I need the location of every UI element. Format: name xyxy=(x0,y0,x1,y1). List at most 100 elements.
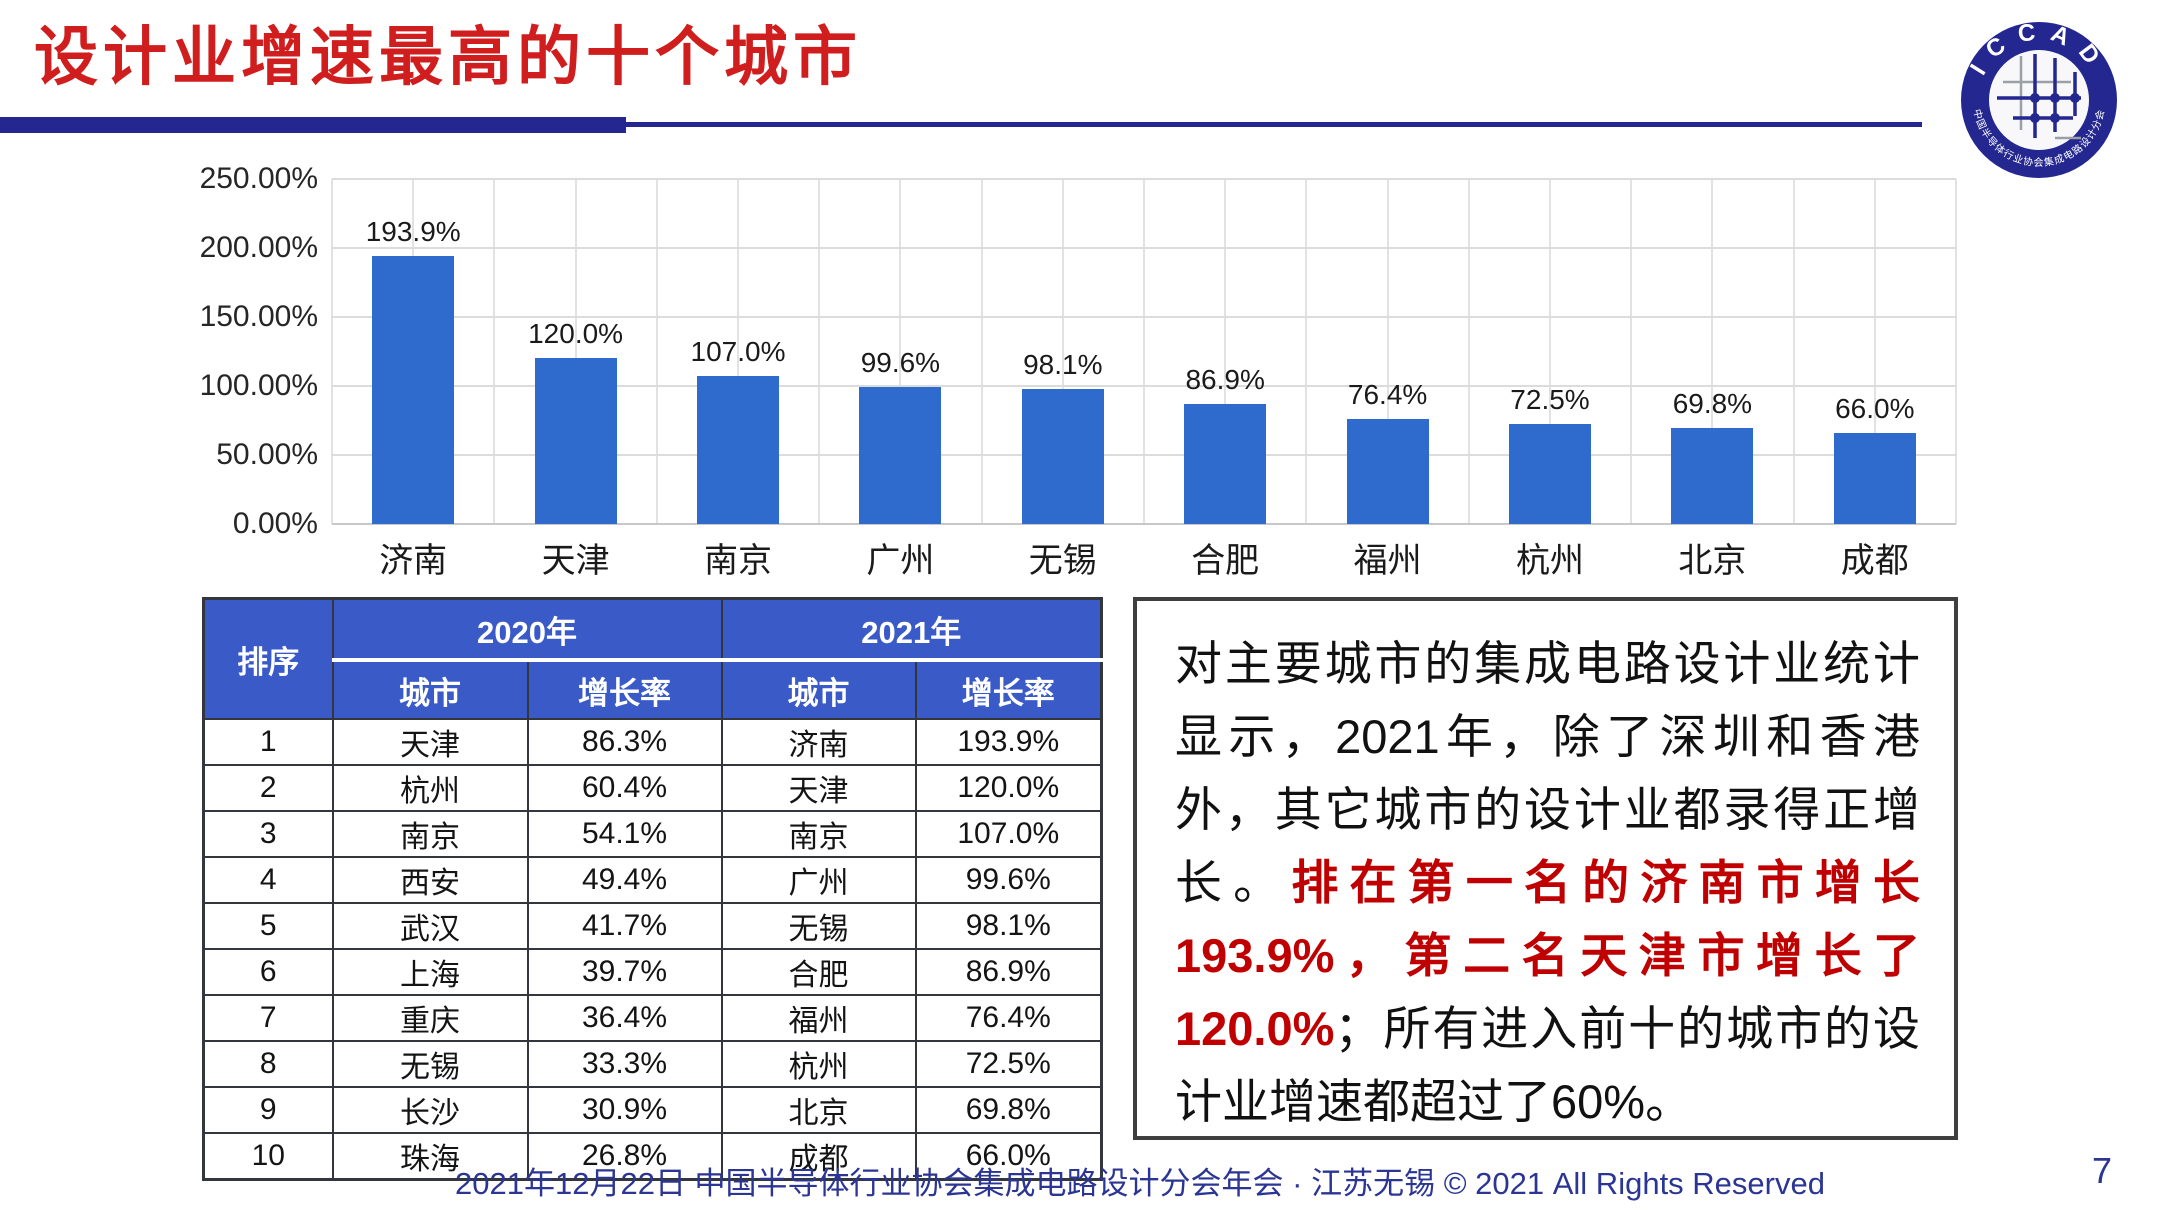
x-axis-category-label: 天津 xyxy=(541,542,610,580)
title-underline-thin xyxy=(626,122,1922,127)
iccad-logo-icon: ICCAD 中国半导体行业协会集成电路设计分会 xyxy=(1961,20,2117,178)
cell-rate-2021: 66.0% xyxy=(914,1132,1103,1181)
bar-合肥 xyxy=(1184,404,1267,524)
cell-city-2021: 福州 xyxy=(720,994,917,1042)
table-row: 4 西安 49.4% 广州 99.6% xyxy=(202,856,1103,904)
x-axis-category-label: 合肥 xyxy=(1191,542,1260,580)
y-axis-tick-label: 250.00% xyxy=(199,162,318,195)
ranking-table: 排序 2020年 2021年 城市 增长率 城市 增长率 1 天津 86.3% 济南 1… xyxy=(202,597,1103,1181)
chart-gridline-vertical xyxy=(1143,179,1145,524)
cell-rate-2020: 36.4% xyxy=(526,994,723,1042)
cell-city-2020: 武汉 xyxy=(331,902,529,950)
cell-city-2020: 天津 xyxy=(331,718,529,766)
summary-segment: ；所有进入前十的城市的设计业增速都超过了60%。 xyxy=(1175,1002,1920,1128)
cell-city-2021: 济南 xyxy=(720,718,917,766)
x-axis-category-label: 杭州 xyxy=(1516,542,1584,580)
header-rank: 排序 xyxy=(202,597,334,720)
bar-福州 xyxy=(1346,418,1429,524)
header-year-2020: 2020年 xyxy=(331,597,723,662)
y-axis-tick-label: 200.00% xyxy=(199,231,318,264)
chart-gridline-vertical xyxy=(1549,179,1551,524)
cell-city-2020: 珠海 xyxy=(331,1132,529,1181)
cell-city-2021: 合肥 xyxy=(720,948,917,996)
chart-gridline-vertical xyxy=(574,179,577,524)
header-city-2020: 城市 xyxy=(331,659,529,720)
cell-city-2020: 无锡 xyxy=(331,1040,529,1088)
chart-gridline-vertical xyxy=(1873,179,1876,524)
cell-rank: 7 xyxy=(202,994,334,1042)
table-row: 3 南京 54.1% 南京 107.0% xyxy=(202,810,1103,858)
x-axis-category-label: 北京 xyxy=(1678,542,1747,580)
cell-rank: 8 xyxy=(202,1040,334,1088)
chart-gridline-vertical xyxy=(1386,179,1389,524)
cell-rate-2020: 33.3% xyxy=(526,1040,723,1088)
bar-value-label: 98.1% xyxy=(1023,348,1103,380)
cell-rank: 9 xyxy=(202,1086,334,1134)
summary-text: 对主要城市的集成电路设计业统计显示，2021年，除了深圳和香港外，其它城市的设计… xyxy=(1175,627,1920,1138)
cell-rate-2021: 99.6% xyxy=(914,856,1103,904)
growth-bar-chart: 250.00% 200.00% 150.00% 100.00% 50.00% 0.00% 1… xyxy=(0,0,2160,600)
y-axis-tick-label: 150.00% xyxy=(199,300,318,333)
cell-city-2020: 西安 xyxy=(331,856,529,904)
bar-南京 xyxy=(697,376,779,524)
table-row: 1 天津 86.3% 济南 193.9% xyxy=(202,718,1103,766)
bar-无锡 xyxy=(1021,388,1104,524)
cell-rate-2020: 39.7% xyxy=(526,948,723,996)
cell-rank: 4 xyxy=(202,856,334,904)
chart-gridline-horizontal xyxy=(332,385,1956,387)
cell-rate-2020: 54.1% xyxy=(526,810,723,858)
bar-value-label: 72.5% xyxy=(1510,383,1590,415)
ranking-table-header: 排序 2020年 2021年 城市 增长率 城市 增长率 xyxy=(202,597,1103,720)
bar-value-label: 99.6% xyxy=(860,346,941,378)
chart-gridline-vertical xyxy=(980,179,983,524)
chart-gridline-vertical xyxy=(1305,179,1308,524)
chart-gridline-vertical xyxy=(655,179,658,524)
x-axis-category-label: 福州 xyxy=(1353,542,1422,580)
table-row: 9 长沙 30.9% 北京 69.8% xyxy=(202,1086,1103,1134)
header-year-2021: 2021年 xyxy=(720,597,1103,662)
cell-rate-2020: 60.4% xyxy=(526,764,723,812)
header-rate-2020: 增长率 xyxy=(526,659,723,720)
bar-value-label: 76.4% xyxy=(1347,378,1428,410)
bar-广州 xyxy=(859,386,942,524)
summary-segment: 对主要城市的集成电路设计业统计显示，2021年，除了深圳和香港外，其它城市的设计… xyxy=(1175,637,1920,909)
x-axis-line xyxy=(332,523,1956,525)
summary-highlight-red: 排在第一名的济南市增长193.9%，第二名天津市增长了120.0% xyxy=(1175,856,1921,1055)
cell-rate-2021: 193.9% xyxy=(914,718,1103,766)
footer-text: 2021年12月22日 中国半导体行业协会集成电路设计分会年会 · 江苏无锡 ©… xyxy=(455,1166,1825,1201)
cell-rank: 2 xyxy=(202,764,334,812)
table-row: 6 上海 39.7% 合肥 86.9% xyxy=(202,948,1103,996)
bar-value-label: 86.9% xyxy=(1185,364,1265,396)
chart-gridline-vertical xyxy=(1711,179,1714,524)
x-axis-category-label: 南京 xyxy=(704,542,772,580)
table-row: 2 杭州 60.4% 天津 120.0% xyxy=(202,764,1103,812)
cell-rate-2020: 86.3% xyxy=(526,718,723,766)
cell-rate-2020: 26.8% xyxy=(526,1132,723,1181)
header-rate-2021: 增长率 xyxy=(914,659,1103,720)
cell-city-2020: 南京 xyxy=(331,810,529,858)
y-axis-tick-label: 50.00% xyxy=(216,438,318,471)
cell-rank: 10 xyxy=(202,1132,334,1181)
cell-rank: 3 xyxy=(202,810,334,858)
y-axis-tick-label: 100.00% xyxy=(199,369,318,402)
chart-gridline-horizontal xyxy=(332,178,1956,180)
table-row: 10 珠海 26.8% 成都 66.0% xyxy=(202,1132,1103,1181)
table-row: 7 重庆 36.4% 福州 76.4% xyxy=(202,994,1103,1042)
cell-city-2021: 广州 xyxy=(720,856,917,904)
cell-city-2021: 成都 xyxy=(720,1132,917,1181)
bar-北京 xyxy=(1671,427,1754,524)
x-axis-category-label: 广州 xyxy=(866,542,935,580)
chart-gridline-vertical xyxy=(1467,179,1470,524)
cell-city-2020: 上海 xyxy=(331,948,529,996)
cell-city-2020: 重庆 xyxy=(331,994,529,1042)
chart-gridline-vertical xyxy=(818,179,821,524)
cell-rank: 5 xyxy=(202,902,334,950)
cell-rate-2021: 107.0% xyxy=(914,810,1103,858)
page-number: 7 xyxy=(2091,1150,2113,1191)
title-underline-thick xyxy=(0,117,626,133)
table-row: 8 无锡 33.3% 杭州 72.5% xyxy=(202,1040,1103,1088)
chart-gridline-vertical xyxy=(1955,179,1957,524)
cell-rate-2021: 86.9% xyxy=(914,948,1103,996)
cell-city-2021: 杭州 xyxy=(720,1040,917,1088)
cell-rate-2021: 72.5% xyxy=(914,1040,1103,1088)
